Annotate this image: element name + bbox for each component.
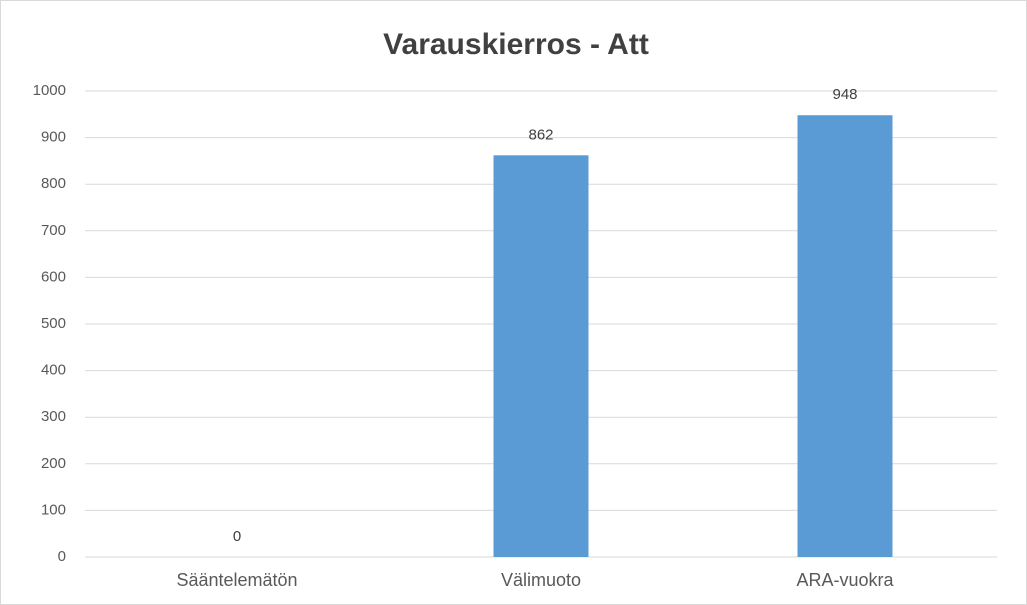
y-tick-label: 500 — [41, 315, 66, 332]
y-tick-label: 0 — [58, 548, 66, 565]
y-tick-label: 1000 — [33, 82, 66, 99]
y-tick-label: 300 — [41, 408, 66, 425]
y-tick-label: 600 — [41, 268, 66, 285]
data-label: 862 — [528, 126, 553, 143]
y-tick-label: 700 — [41, 222, 66, 239]
data-label: 0 — [233, 528, 241, 545]
y-tick-label: 200 — [41, 455, 66, 472]
data-label: 948 — [832, 86, 857, 103]
y-tick-label: 800 — [41, 175, 66, 192]
y-tick-label: 400 — [41, 362, 66, 379]
y-tick-label: 100 — [41, 501, 66, 518]
chart-title: Varauskierros - Att — [383, 28, 649, 61]
bar — [493, 155, 589, 558]
y-tick-label: 900 — [41, 129, 66, 146]
bar — [797, 115, 893, 558]
x-tick-label: ARA-vuokra — [796, 570, 894, 590]
x-tick-label: Välimuoto — [501, 570, 581, 590]
x-tick-label: Sääntelemätön — [176, 570, 297, 590]
